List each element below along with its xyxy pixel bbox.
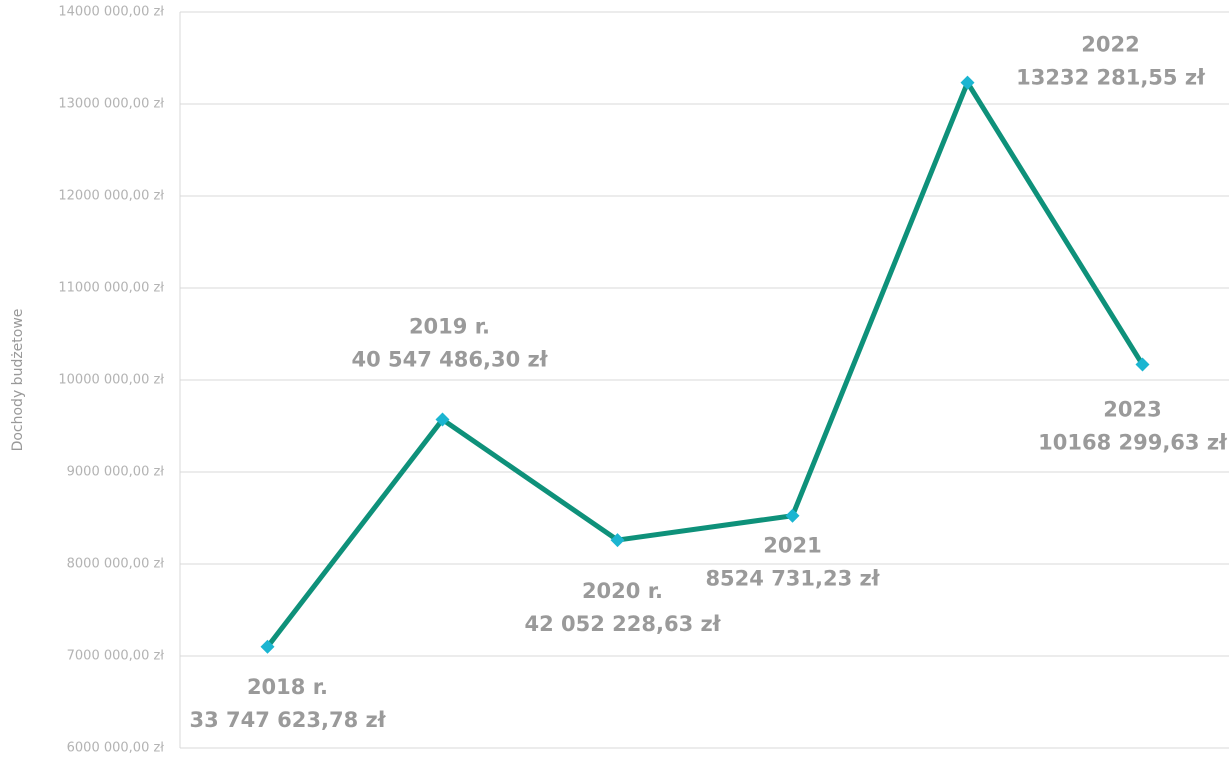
y-tick-label: 13000 000,00 zł xyxy=(58,97,164,112)
line xyxy=(265,80,1145,649)
point-label: 2018 r. xyxy=(247,675,328,699)
point-label: 2023 xyxy=(1103,398,1161,422)
point-label: 42 052 228,63 zł xyxy=(524,612,721,636)
y-tick-label: 11000 000,00 zł xyxy=(58,281,164,296)
y-tick-label: 7000 000,00 zł xyxy=(67,649,165,664)
point-label: 2021 xyxy=(763,534,821,558)
point-label: 2019 r. xyxy=(409,315,490,339)
marker xyxy=(960,75,975,90)
marker xyxy=(435,412,450,427)
y-tick-label: 6000 000,00 zł xyxy=(67,741,165,756)
point-label: 13232 281,55 zł xyxy=(1016,66,1206,90)
y-tick-label: 12000 000,00 zł xyxy=(58,189,164,204)
y-tick-label: 14000 000,00 zł xyxy=(58,5,164,20)
marker xyxy=(260,639,275,654)
y-tick-label: 10000 000,00 zł xyxy=(58,373,164,388)
marker xyxy=(1135,357,1150,372)
y-tick-label: 9000 000,00 zł xyxy=(67,465,165,480)
y-axis-label: Dochody budżetowe xyxy=(10,309,26,452)
marker xyxy=(785,508,800,523)
point-label: 33 747 623,78 zł xyxy=(189,708,386,732)
point-label: 10168 299,63 zł xyxy=(1038,431,1228,455)
point-label: 40 547 486,30 zł xyxy=(351,348,548,372)
point-label: 8524 731,23 zł xyxy=(705,567,880,591)
y-tick-label: 8000 000,00 zł xyxy=(67,557,165,572)
point-label: 2022 xyxy=(1081,33,1139,57)
point-label: 2020 r. xyxy=(582,579,663,603)
marker xyxy=(610,533,625,548)
